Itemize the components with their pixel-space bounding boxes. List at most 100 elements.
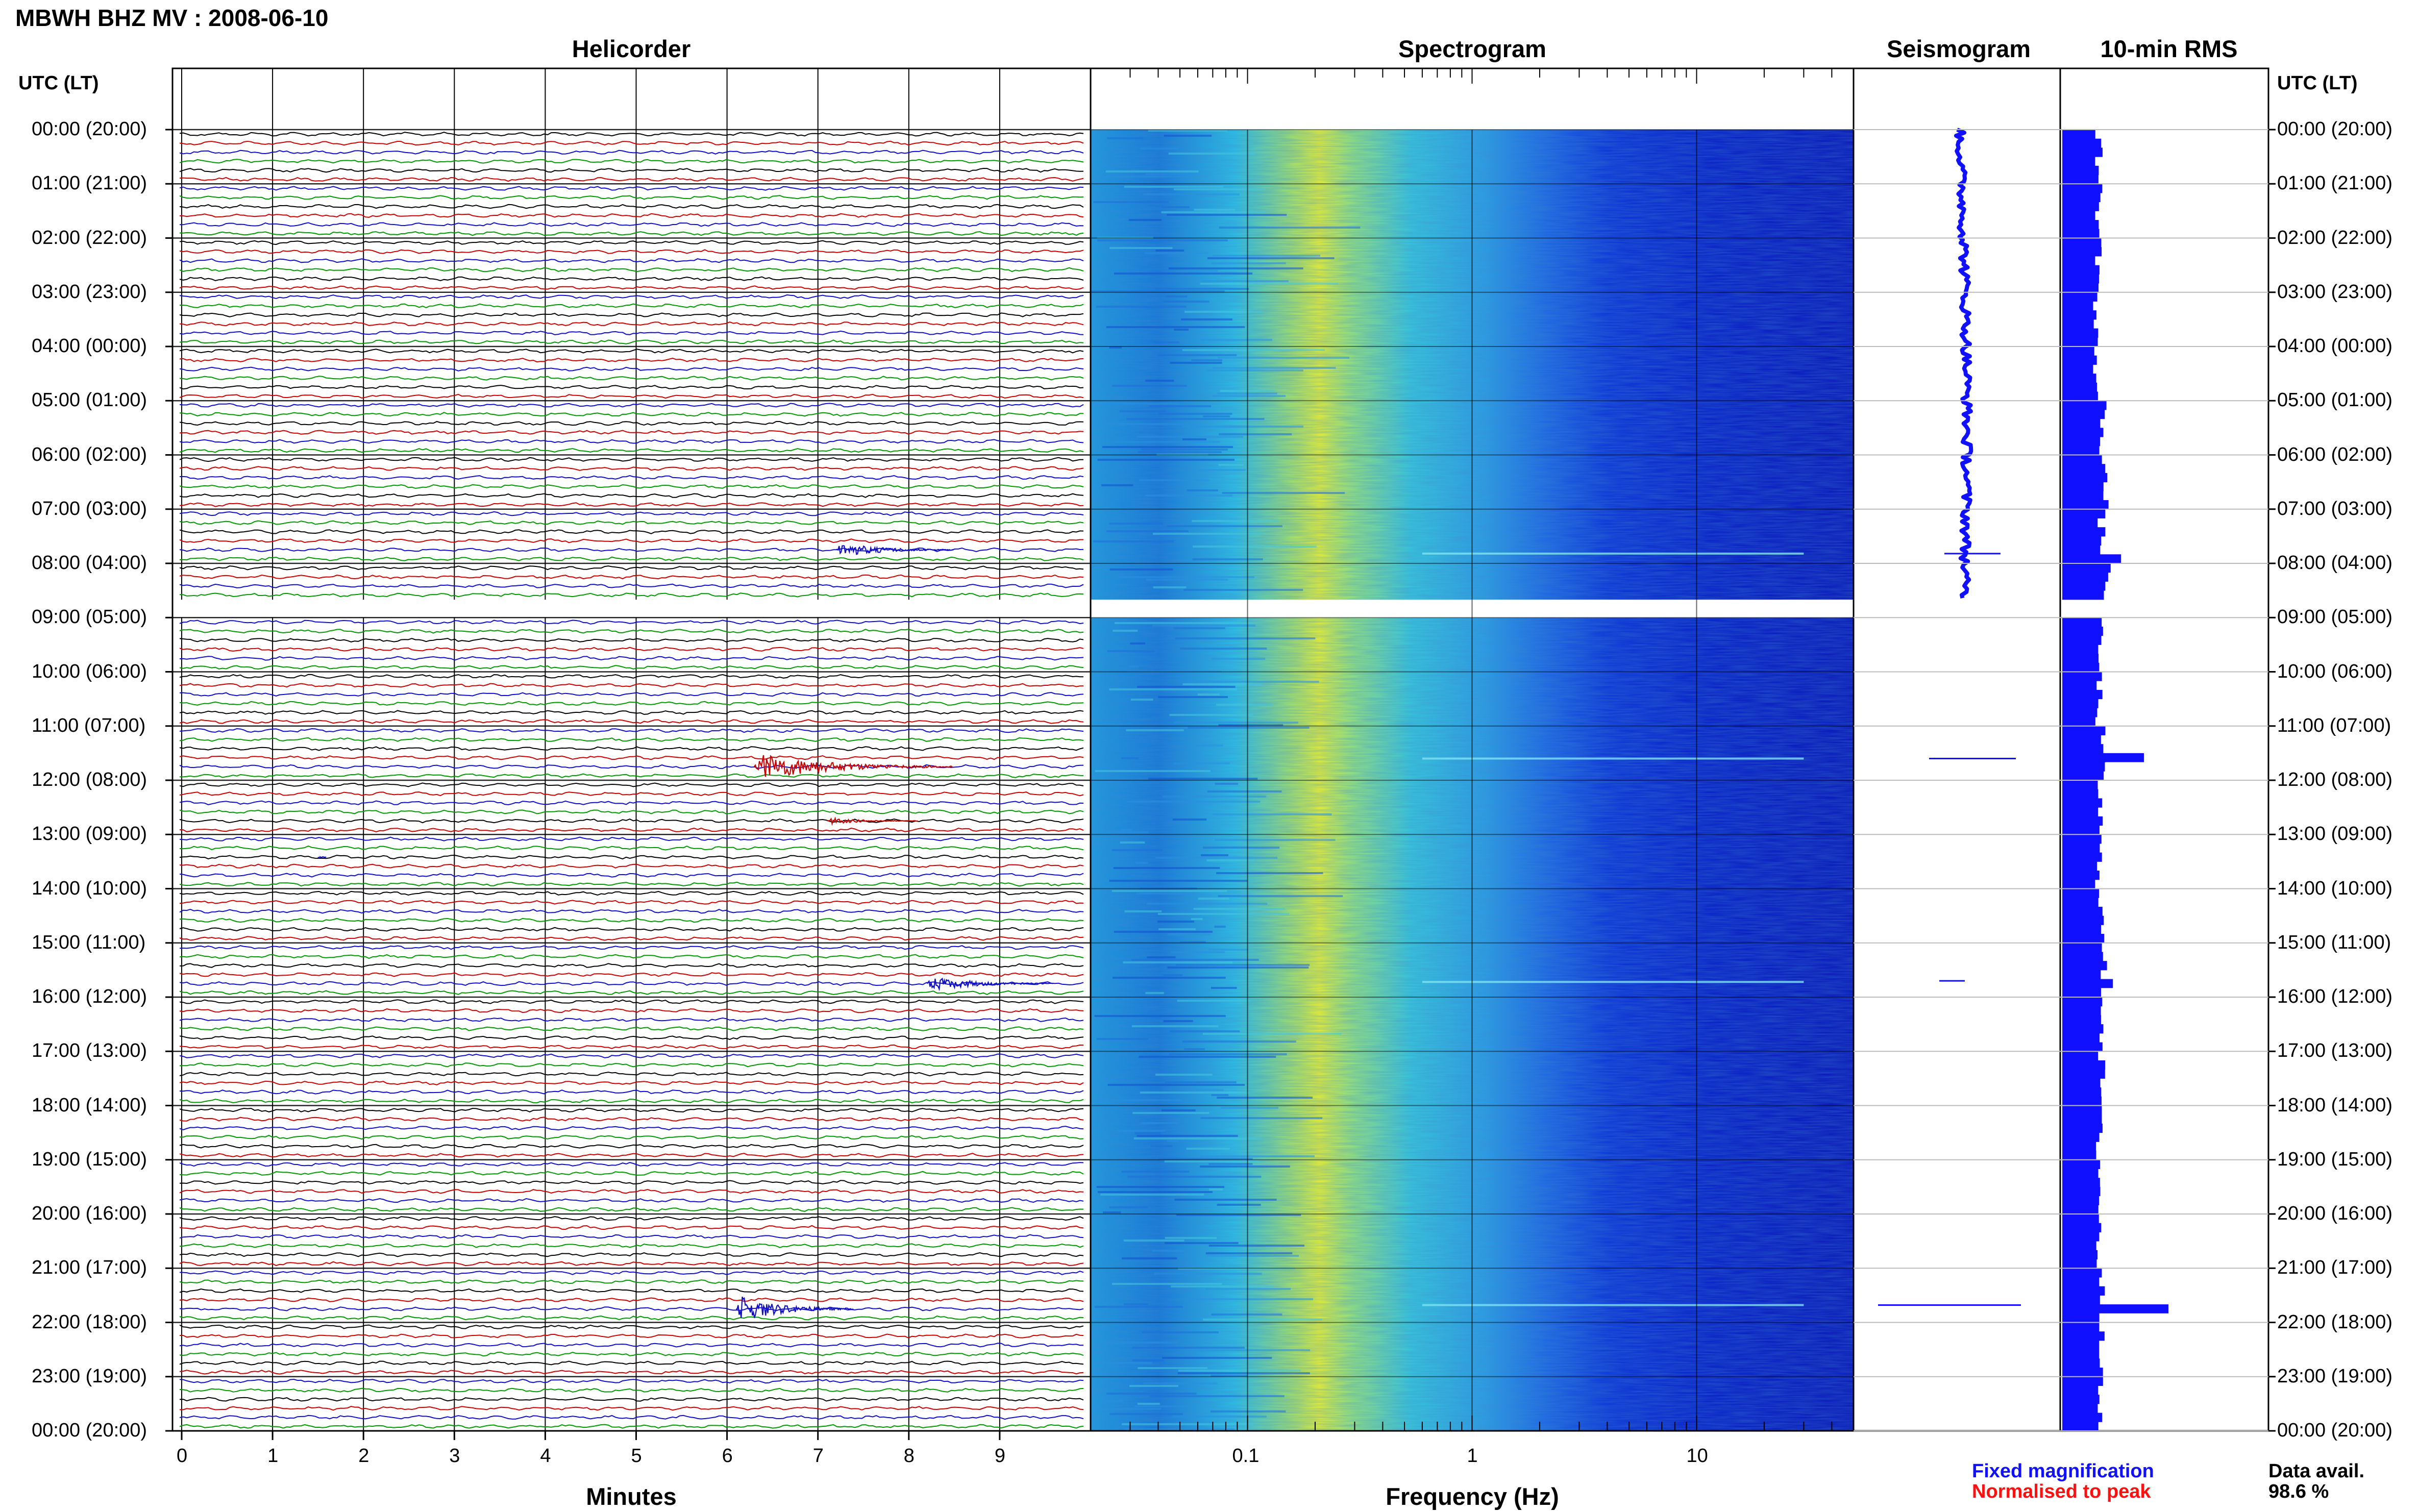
time-label-left: 14:00 (10:00) [32, 877, 147, 899]
rms-bar [2062, 1123, 2103, 1133]
spectrogram-streak [1182, 683, 1262, 685]
rms-bar [2062, 572, 2108, 582]
helicorder-trace [179, 195, 1084, 200]
spectrogram-streak [1138, 1367, 1208, 1369]
helicorder-trace [179, 782, 1084, 787]
helicorder-trace [179, 1351, 1084, 1357]
spectrogram-streak [1216, 872, 1323, 874]
time-label-left: 10:00 (06:00) [32, 660, 147, 682]
spectrogram-streak [1152, 1250, 1183, 1252]
spectrogram-streak [1138, 451, 1222, 453]
time-label-left: 15:00 (11:00) [32, 931, 146, 953]
helicorder-trace [179, 710, 1084, 715]
time-label-right: 12:00 (08:00) [2277, 769, 2393, 790]
spectrogram-streak [1171, 1285, 1274, 1287]
helicorder-trace [179, 854, 1084, 860]
helicorder-trace [179, 150, 1084, 155]
spectrogram-title: Spectrogram [1398, 35, 1546, 62]
time-label-left: 09:00 (05:00) [32, 606, 147, 628]
time-label-right: 15:00 (11:00) [2277, 931, 2391, 953]
spectrogram-streak [1158, 1158, 1253, 1160]
spectrogram-streak [1170, 362, 1222, 364]
spectrogram-streak [1093, 540, 1174, 542]
spectrogram-streak [1145, 494, 1233, 497]
time-label-left: 01:00 (21:00) [32, 172, 147, 194]
spectrogram-streak [1134, 1405, 1194, 1407]
spectrogram-streak [1145, 173, 1193, 175]
spectrogram-streak [1101, 484, 1133, 486]
time-label-left: 18:00 (14:00) [32, 1094, 147, 1116]
spectrogram-streak [1163, 1020, 1193, 1022]
helicorder-trace [179, 1072, 1084, 1077]
rms-bar [2062, 256, 2095, 266]
rms-bar [2062, 1105, 2102, 1115]
spectrogram-streak [1210, 1410, 1286, 1412]
spectrogram-streak [1202, 1033, 1342, 1035]
spectrogram-streak [1214, 926, 1226, 928]
helicorder-xlabel: Minutes [586, 1483, 677, 1510]
helicorder-trace [179, 1297, 1084, 1302]
helicorder-trace [179, 1098, 1084, 1104]
rms-bar [2062, 717, 2095, 727]
helicorder-trace [179, 484, 1084, 489]
time-label-right: 06:00 (02:00) [2277, 443, 2393, 465]
spectrogram-streak [1128, 219, 1162, 221]
spectrogram-streak [1177, 1000, 1250, 1002]
spectrogram-streak [1106, 1393, 1197, 1395]
spectrogram-streak [1174, 1199, 1277, 1201]
time-label-right: 00:00 (20:00) [2277, 118, 2393, 140]
helicorder-trace [179, 1279, 1084, 1284]
spectrogram-streak [1105, 170, 1199, 172]
rms-bar [2062, 1051, 2099, 1061]
helicorder-trace [179, 321, 1084, 327]
spectrogram-streak [1096, 1038, 1149, 1040]
helicorder-trace [179, 1198, 1084, 1203]
helicorder-trace [179, 1261, 1084, 1267]
helicorder-trace [179, 619, 1084, 625]
spectrogram-streak [1180, 648, 1267, 650]
spectrogram-streak [1206, 1255, 1299, 1257]
spectrogram-streak [1127, 671, 1222, 673]
helicorder-trace [179, 1134, 1084, 1140]
rms-bar [2062, 689, 2103, 700]
spectrogram-streak [1211, 1375, 1248, 1377]
spectrogram-streak [1218, 895, 1343, 897]
spectrogram-streak [1102, 446, 1233, 448]
time-label-left: 19:00 (15:00) [32, 1148, 147, 1170]
rms-bar [2062, 581, 2106, 591]
rms-bar [2062, 1422, 2099, 1431]
spectrogram-streak [1119, 410, 1166, 412]
rms-bar [2062, 861, 2097, 871]
rms-bar [2062, 337, 2098, 347]
spectrogram-streak [1155, 1074, 1213, 1076]
spectrogram-streak [1126, 418, 1265, 420]
time-label-right: 14:00 (10:00) [2277, 877, 2393, 899]
spectrogram-streak [1187, 1298, 1313, 1300]
helicorder-trace [179, 520, 1084, 525]
rms-bar [2062, 509, 2106, 518]
rms-bar [2062, 825, 2100, 835]
rms-bar [2062, 518, 2098, 528]
helicorder-trace [179, 1062, 1084, 1068]
rms-bar [2062, 961, 2107, 971]
helicorder-trace [179, 1370, 1084, 1375]
rms-bar [2062, 1196, 2100, 1205]
spectrogram-streak [1114, 931, 1213, 933]
rms-bar [2062, 229, 2100, 238]
rms-bar [2062, 1313, 2100, 1323]
spectrogram-streak [1203, 415, 1230, 417]
spectrogram-streak [1142, 1331, 1219, 1333]
helicorder-trace [179, 1161, 1084, 1167]
spectrogram-streak [1206, 369, 1303, 371]
spectrogram-streak [1203, 1319, 1322, 1321]
spectrogram-streak [1136, 893, 1193, 895]
rms-bar [2062, 247, 2102, 257]
time-label-right: 05:00 (01:00) [2277, 389, 2393, 411]
helicorder-event [835, 545, 954, 555]
spectrogram-streak [1154, 1273, 1262, 1275]
spectrogram-streak [1168, 153, 1255, 155]
spectrogram-streak [1107, 831, 1149, 833]
helicorder-panel [171, 67, 1092, 1432]
